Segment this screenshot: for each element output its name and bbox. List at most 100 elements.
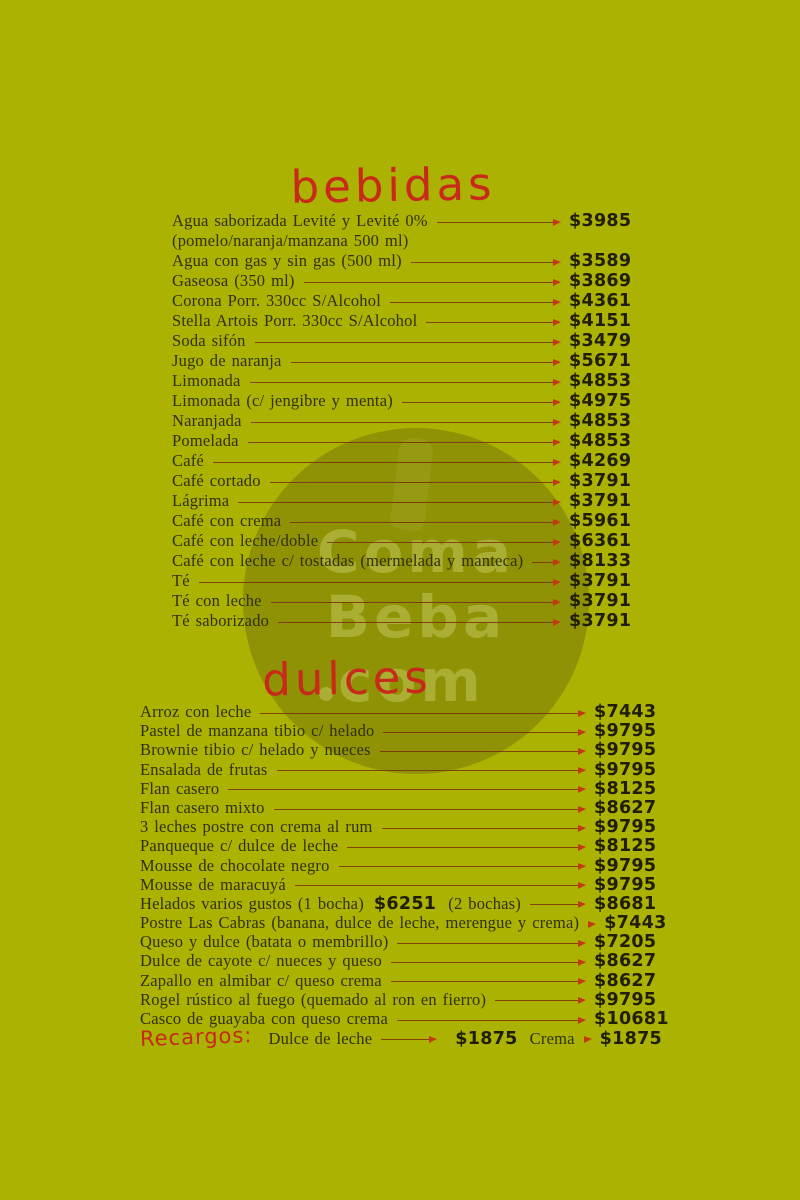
item-name: 3 leches postre con crema al rum <box>140 817 373 837</box>
leader-line <box>198 579 562 586</box>
item-price: $4853 <box>569 411 632 431</box>
menu-item-row: Rogel rústico al fuego (quemado al ron e… <box>140 989 662 1010</box>
item-price: $3791 <box>569 471 632 491</box>
item-price: $9795 <box>594 855 657 876</box>
menu-item-row: Limonada (c/ jengibre y menta) $4975 <box>172 391 632 411</box>
watermark-circle: Coma Beba com <box>243 428 589 774</box>
item-name: Queso y dulce (batata o membrillo) <box>140 932 389 952</box>
leader-line <box>390 299 561 306</box>
item-name: Brownie tibio c/ helado y nueces <box>140 740 371 760</box>
leader-line <box>426 319 561 326</box>
menu-list-bebidas: Agua saborizada Levité y Levité 0% $3985 (… <box>172 211 632 631</box>
item-name: Café con leche/doble <box>172 531 319 550</box>
item-price: $3869 <box>569 271 632 291</box>
item-price: $3791 <box>569 611 632 631</box>
item-name: Té con leche <box>172 591 262 610</box>
item-name: Mousse de maracuyá <box>140 874 286 894</box>
leader-line <box>238 499 561 506</box>
item-price: $8681 <box>594 893 657 914</box>
menu-item-row: Brownie tibio c/ helado y nueces $9795 <box>140 740 662 761</box>
item-name: Café con leche c/ tostadas (mermelada y … <box>172 551 524 570</box>
leader-line <box>228 786 586 794</box>
menu-item-row: Naranjada $4853 <box>172 411 632 431</box>
menu-item-row: Flan casero mixto $8627 <box>140 797 662 818</box>
leader-line <box>383 728 586 736</box>
section-title-dulces: dulces <box>261 650 433 707</box>
surcharges-row: Recargos: Dulce de leche $1875 Crema $1875 <box>139 1023 662 1052</box>
watermark-line-3: com <box>229 652 575 710</box>
item-price: $9795 <box>594 759 657 780</box>
item-name: Lágrima <box>172 491 230 510</box>
leader-line <box>381 824 587 832</box>
leader-line <box>390 959 587 967</box>
item-name: Agua con gas y sin gas (500 ml) <box>172 251 402 270</box>
leader-line <box>247 439 562 446</box>
menu-item-row: Café con leche c/ tostadas (mermelada y … <box>172 551 632 571</box>
leader-line <box>290 519 561 526</box>
item-price: $8627 <box>594 951 657 972</box>
item-price: $10681 <box>594 1009 669 1029</box>
leader-line <box>269 479 562 486</box>
menu-item-row: Jugo de naranja $5671 <box>172 351 632 371</box>
item-name: Flan casero mixto <box>140 797 265 817</box>
menu-item-row: Ensalada de frutas $9795 <box>140 759 662 780</box>
watermark-domain: com <box>338 647 485 715</box>
item-price: $9795 <box>594 817 657 838</box>
leader-line <box>583 1035 592 1043</box>
menu-item-row: Pastel de manzana tibio c/ helado $9795 <box>140 721 662 741</box>
item-price: $3791 <box>569 591 632 611</box>
leader-line <box>436 219 562 226</box>
item-name: Té saborizado <box>172 611 270 630</box>
item-name: Rogel rústico al fuego (quemado al ron e… <box>140 989 487 1009</box>
menu-item-row: Queso y dulce (batata o membrillo) $7205 <box>140 932 662 953</box>
item-name: Corona Porr. 330cc S/Alcohol <box>172 291 381 310</box>
item-price: $4975 <box>569 391 632 411</box>
menu-item-row: Soda sifón $3479 <box>172 331 631 351</box>
leader-line <box>270 599 562 606</box>
menu-item-row: Zapallo en almibar c/ queso crema $8627 <box>140 970 662 991</box>
item-price: $7205 <box>594 932 657 953</box>
menu-item-row: Café $4269 <box>172 451 632 471</box>
leader-line <box>390 978 587 986</box>
item-name: Casco de guayaba con queso crema <box>140 1009 389 1028</box>
item-name: Pomelada <box>172 431 239 450</box>
menu-item-row: Café con leche/doble $6361 <box>172 531 631 551</box>
menu-item-row: Lágrima $3791 <box>172 491 631 511</box>
leader-line <box>303 279 562 286</box>
leader-line <box>401 399 562 406</box>
menu-item-row: Flan casero $8125 <box>140 779 662 799</box>
menu-item-row: Agua con gas y sin gas (500 ml) $3589 <box>172 251 631 271</box>
leader-line <box>290 359 562 366</box>
item-price: $4269 <box>569 451 632 471</box>
leader-line <box>588 920 597 928</box>
item-name: Ensalada de frutas <box>140 759 268 779</box>
menu-item-row: Gaseosa (350 ml) $3869 <box>172 271 632 291</box>
menu-list-dulces: Arroz con leche $7443 Pastel de manzana ti… <box>139 702 669 1052</box>
item-name: Postre Las Cabras (banana, dulce de lech… <box>140 913 580 933</box>
item-price: $3985 <box>569 211 632 231</box>
leader-line <box>294 882 587 890</box>
item-price: $4853 <box>569 431 632 451</box>
surcharges-label: Recargos: <box>139 1023 253 1052</box>
leader-line <box>276 767 587 775</box>
item-price: $8627 <box>594 970 657 991</box>
item-name: Pastel de manzana tibio c/ helado <box>140 721 375 741</box>
menu-item-row: Mousse de maracuyá $9795 <box>140 874 662 895</box>
item-price: $9795 <box>594 989 657 1010</box>
menu-item-row: Panqueque c/ dulce de leche $8125 <box>140 836 662 856</box>
leader-line <box>254 339 562 346</box>
item-price: $8133 <box>569 551 632 571</box>
menu-item-row: Té saborizado $3791 <box>172 611 632 631</box>
item-price: $5671 <box>569 351 632 371</box>
leader-line <box>249 379 561 386</box>
item-inline-price: $6251 <box>373 893 437 914</box>
leader-line <box>327 539 561 546</box>
leader-line <box>410 259 562 266</box>
item-price: $4361 <box>569 291 632 311</box>
leader-line <box>529 901 587 909</box>
menu-item-row: Pomelada $4853 <box>172 431 632 451</box>
leader-line <box>397 939 586 947</box>
item-name: Zapallo en almibar c/ queso crema <box>140 970 382 990</box>
item-price: $9795 <box>594 740 657 761</box>
